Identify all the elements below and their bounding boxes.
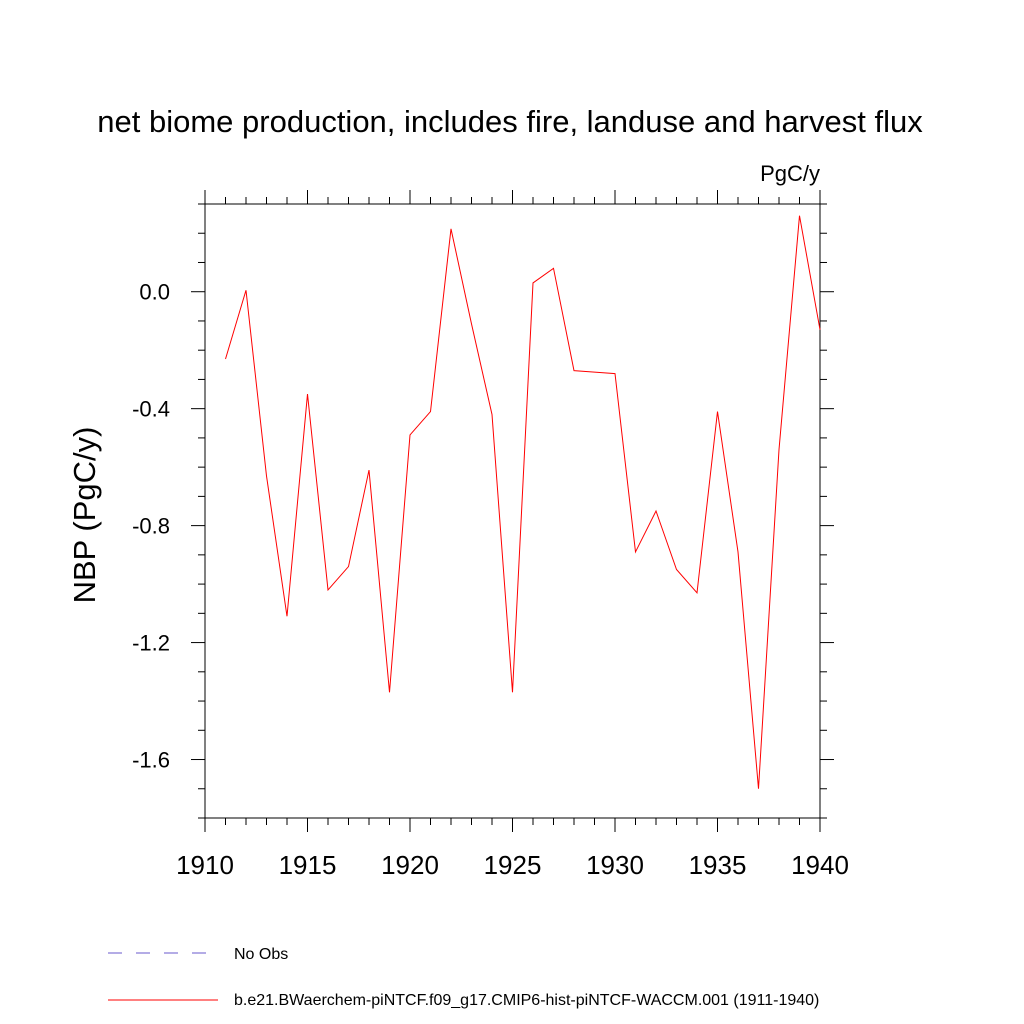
x-tick-label: 1925 <box>484 850 542 880</box>
y-tick-label: -1.2 <box>132 631 170 656</box>
x-tick-label: 1915 <box>279 850 337 880</box>
y-tick-label: -0.4 <box>132 397 170 422</box>
y-tick-label: 0.0 <box>139 280 170 305</box>
x-tick-label: 1930 <box>586 850 644 880</box>
y-tick-label: -0.8 <box>132 514 170 539</box>
series-lines <box>225 215 821 789</box>
axis-tick-labels: 1910 1915 1920 1925 1930 1935 1940 -1.6 -1.2 -0.8… <box>132 280 849 880</box>
series-line-model-run <box>225 215 821 789</box>
legend-label-model-run: b.e21.BWaerchem-piNTCF.f09_g17.CMIP6-his… <box>234 992 819 1009</box>
plot-frame <box>204 203 821 819</box>
x-tick-label: 1920 <box>381 850 439 880</box>
chart-title: net biome production, includes fire, lan… <box>97 104 923 139</box>
x-tick-label: 1940 <box>791 850 849 880</box>
x-tick-label: 1910 <box>176 850 234 880</box>
units-label: PgC/y <box>760 161 820 186</box>
axis-ticks <box>191 190 834 832</box>
x-tick-label: 1935 <box>689 850 747 880</box>
y-tick-label: -1.6 <box>132 748 170 773</box>
y-axis-label: NBP (PgC/y) <box>67 427 102 604</box>
legend-label-no-obs: No Obs <box>234 946 288 963</box>
legend: No Obs b.e21.BWaerchem-piNTCF.f09_g17.CM… <box>108 946 819 1009</box>
